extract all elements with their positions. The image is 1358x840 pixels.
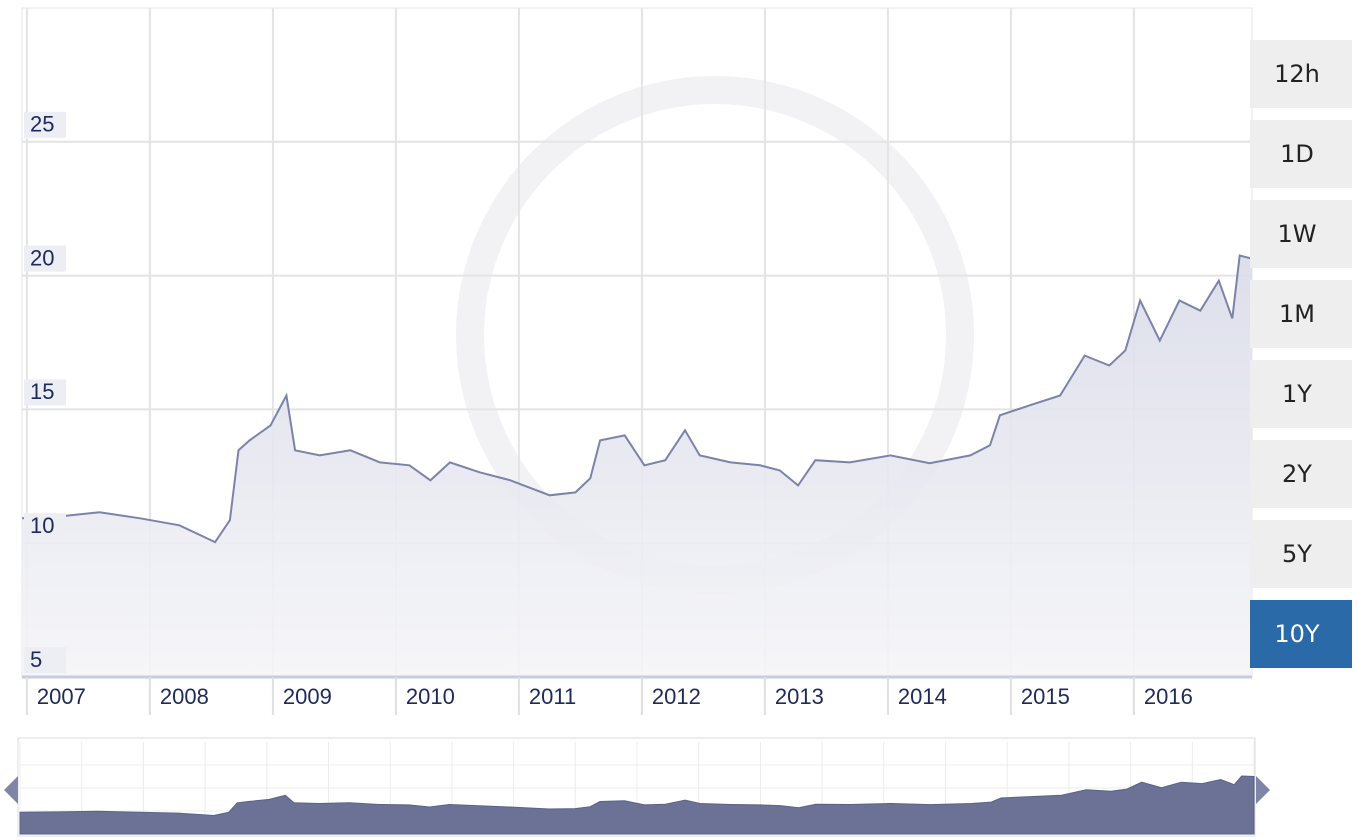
range-button[interactable] <box>1250 200 1352 268</box>
x-tick-label: 2011 <box>529 684 576 709</box>
y-tick-bg <box>24 513 66 540</box>
x-tick-label: 2016 <box>1144 684 1193 709</box>
navigator-handle[interactable] <box>4 776 18 804</box>
y-tick-label: 10 <box>30 513 54 538</box>
x-tick-label: 2008 <box>160 684 209 709</box>
range-button[interactable] <box>1250 280 1352 348</box>
y-tick-label: 15 <box>30 379 54 404</box>
x-tick-label: 2012 <box>652 684 701 709</box>
range-button[interactable] <box>1250 40 1352 108</box>
range-button-label[interactable]: 1M <box>1279 300 1315 328</box>
range-button-label[interactable]: 1Y <box>1282 380 1312 408</box>
y-tick-bg <box>24 379 66 406</box>
range-button-label[interactable]: 2Y <box>1282 460 1312 488</box>
x-tick-label: 2014 <box>898 684 947 709</box>
y-tick-bg <box>24 111 66 138</box>
x-tick-label: 2013 <box>775 684 824 709</box>
range-button-label[interactable]: 10Y <box>1274 620 1320 648</box>
range-button[interactable] <box>1250 440 1352 508</box>
x-tick-label: 2015 <box>1021 684 1070 709</box>
range-button-label[interactable]: 12h <box>1274 60 1320 88</box>
range-button-label[interactable]: 5Y <box>1282 540 1312 568</box>
range-button[interactable] <box>1250 120 1352 188</box>
y-tick-bg <box>24 245 66 272</box>
range-button[interactable] <box>1250 600 1352 668</box>
x-tick-label: 2007 <box>37 684 86 709</box>
area-fill <box>22 255 1252 677</box>
range-button[interactable] <box>1250 520 1352 588</box>
x-tick-label: 2009 <box>283 684 332 709</box>
x-tick-label: 2010 <box>406 684 455 709</box>
rate-line <box>21 254 1253 544</box>
y-tick-bg <box>24 647 66 673</box>
y-tick-label: 25 <box>30 112 54 137</box>
range-button-label[interactable]: 1D <box>1280 140 1314 168</box>
range-button[interactable] <box>1250 360 1352 428</box>
y-tick-label: 20 <box>30 245 54 270</box>
range-button-label[interactable]: 1W <box>1278 220 1317 248</box>
y-tick-label: 5 <box>30 647 42 672</box>
navigator-handle[interactable] <box>1256 776 1270 804</box>
nav-area <box>19 775 1255 835</box>
